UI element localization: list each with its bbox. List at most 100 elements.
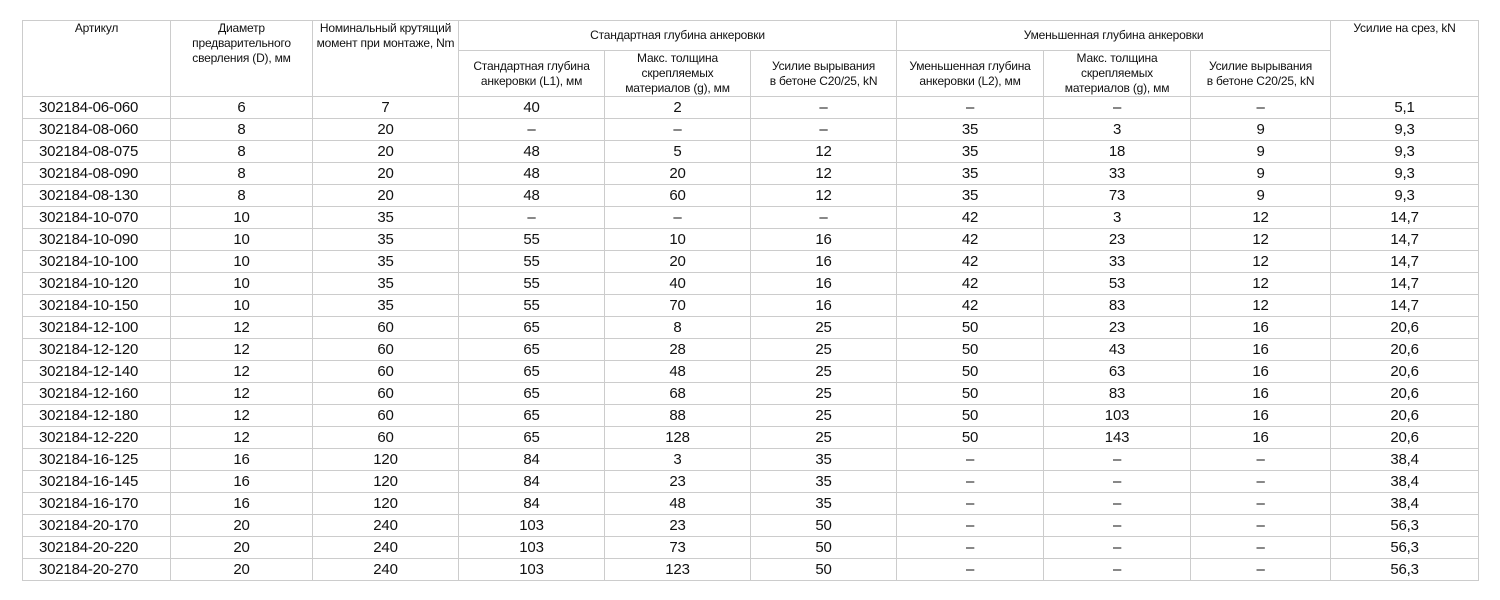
cell-value: 9,3: [1330, 184, 1480, 207]
cell-value: 60: [312, 382, 459, 405]
cell-value: 16: [1190, 338, 1332, 361]
cell-value: –: [458, 118, 605, 141]
cell-value: 20,6: [1330, 316, 1480, 339]
cell-value: 12: [170, 426, 313, 449]
cell-value: –: [604, 206, 751, 229]
cell-value: –: [1190, 492, 1332, 515]
cell-value: 20: [312, 140, 459, 163]
cell-value: 38,4: [1330, 470, 1480, 493]
cell-value: 50: [749, 514, 898, 537]
cell-value: 103: [1043, 404, 1192, 427]
cell-value: 48: [458, 162, 605, 185]
cell-value: 53: [1043, 272, 1192, 295]
cell-value: 50: [896, 360, 1045, 383]
cell-value: 23: [604, 514, 751, 537]
cell-article: 302184-16-125: [22, 448, 171, 471]
cell-value: 8: [170, 140, 313, 163]
table-row: 302184-12-160 12 60 65 68 25 50 83 16 20,6: [22, 382, 1480, 405]
cell-value: 2: [604, 96, 751, 119]
cell-value: 20,6: [1330, 382, 1480, 405]
cell-value: 88: [604, 404, 751, 427]
cell-value: 16: [1190, 360, 1332, 383]
cell-value: 12: [1190, 272, 1332, 295]
cell-value: 50: [896, 338, 1045, 361]
cell-value: –: [1190, 96, 1332, 119]
cell-value: 20: [312, 162, 459, 185]
col-header-torque: Номинальный крутящий момент при монтаже,…: [312, 20, 459, 97]
cell-value: 123: [604, 558, 751, 581]
group-header-reduced-depth: Уменьшенная глубина анкеровки: [896, 20, 1332, 51]
cell-value: 42: [896, 272, 1045, 295]
cell-value: 20,6: [1330, 338, 1480, 361]
cell-value: –: [1043, 514, 1192, 537]
cell-value: 60: [604, 184, 751, 207]
cell-value: 6: [170, 96, 313, 119]
cell-value: 16: [749, 228, 898, 251]
cell-value: –: [1043, 96, 1192, 119]
table-row: 302184-10-120 10 35 55 40 16 42 53 12 14,7: [22, 272, 1480, 295]
cell-value: 55: [458, 294, 605, 317]
cell-article: 302184-08-060: [22, 118, 171, 141]
cell-value: 84: [458, 470, 605, 493]
table-row: 302184-16-125 16 120 84 3 35– – –38,4: [22, 448, 1480, 471]
cell-value: 3: [604, 448, 751, 471]
cell-value: 12: [1190, 206, 1332, 229]
col-header-reduced-depth-l2: Уменьшенная глубина анкеровки (L2), мм: [896, 50, 1045, 97]
cell-value: –: [1190, 536, 1332, 559]
cell-value: 16: [170, 492, 313, 515]
cell-value: 25: [749, 338, 898, 361]
cell-article: 302184-20-270: [22, 558, 171, 581]
cell-value: 120: [312, 470, 459, 493]
cell-value: 84: [458, 448, 605, 471]
cell-value: 35: [896, 184, 1045, 207]
cell-value: 60: [312, 426, 459, 449]
table-row: 302184-20-220 20 240 103 73 50– – –56,3: [22, 536, 1480, 559]
cell-value: 65: [458, 404, 605, 427]
cell-value: 73: [1043, 184, 1192, 207]
cell-article: 302184-12-160: [22, 382, 171, 405]
header-row-subcolumns: Стандартная глубина анкеровки (L1), мм М…: [23, 50, 1479, 97]
cell-value: 50: [749, 558, 898, 581]
cell-value: 9: [1190, 140, 1332, 163]
cell-value: 12: [749, 140, 898, 163]
table-row: 302184-16-145 16 120 84 23 35– – –38,4: [22, 470, 1480, 493]
cell-value: 14,7: [1330, 228, 1480, 251]
cell-value: 25: [749, 382, 898, 405]
cell-value: 60: [312, 338, 459, 361]
cell-value: 103: [458, 558, 605, 581]
cell-value: 18: [1043, 140, 1192, 163]
cell-value: 10: [170, 250, 313, 273]
cell-value: 25: [749, 316, 898, 339]
cell-value: 12: [749, 184, 898, 207]
cell-value: 55: [458, 272, 605, 295]
cell-value: 9: [1190, 162, 1332, 185]
cell-value: 55: [458, 228, 605, 251]
cell-value: 20: [170, 558, 313, 581]
cell-value: 35: [312, 250, 459, 273]
cell-value: 23: [1043, 316, 1192, 339]
cell-article: 302184-08-075: [22, 140, 171, 163]
cell-value: 14,7: [1330, 272, 1480, 295]
cell-value: 10: [170, 206, 313, 229]
cell-value: 35: [312, 206, 459, 229]
cell-article: 302184-12-100: [22, 316, 171, 339]
cell-article: 302184-08-090: [22, 162, 171, 185]
cell-value: 12: [1190, 250, 1332, 273]
cell-value: 240: [312, 514, 459, 537]
cell-article: 302184-12-220: [22, 426, 171, 449]
cell-value: 14,7: [1330, 294, 1480, 317]
cell-value: 50: [896, 316, 1045, 339]
cell-value: 50: [749, 536, 898, 559]
table-body: 302184-06-060 6 7 40 2– – – –5,1 302184-08-060 8 2…: [22, 96, 1480, 581]
cell-article: 302184-16-145: [22, 470, 171, 493]
cell-value: 20: [604, 250, 751, 273]
cell-value: 28: [604, 338, 751, 361]
cell-value: 10: [170, 294, 313, 317]
table-row: 302184-08-060 8 20– – –35 3 9 9,3: [22, 118, 1480, 141]
cell-value: 9: [1190, 184, 1332, 207]
cell-value: 60: [312, 316, 459, 339]
cell-value: 8: [604, 316, 751, 339]
cell-value: –: [1190, 514, 1332, 537]
cell-value: 12: [170, 360, 313, 383]
col-header-article: Артикул: [22, 20, 171, 97]
